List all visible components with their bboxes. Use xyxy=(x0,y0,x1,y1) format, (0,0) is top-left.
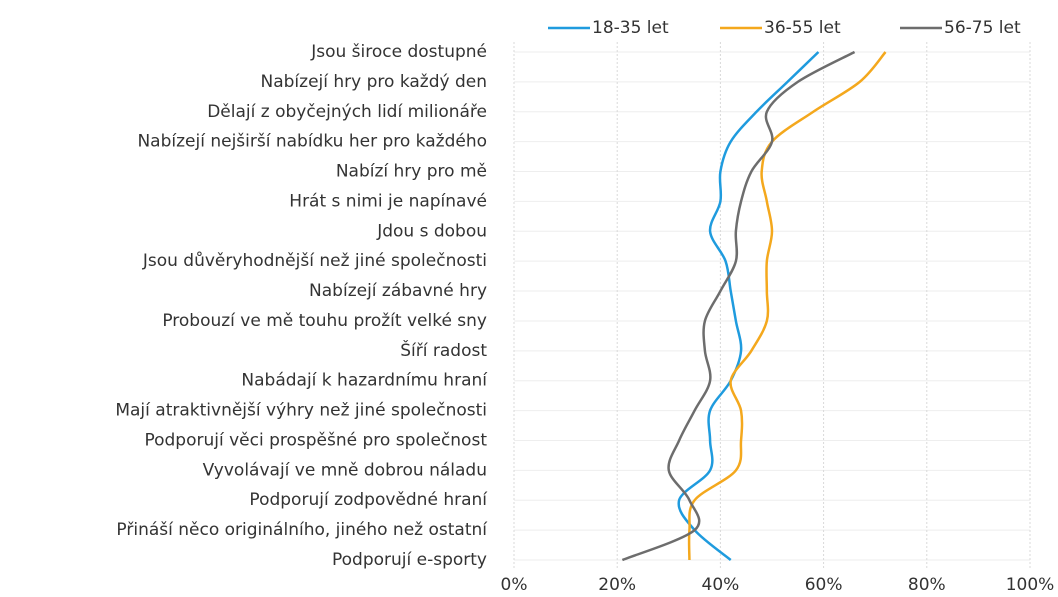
y-tick-label: Jdou s dobou xyxy=(376,221,487,241)
x-tick-label: 20% xyxy=(598,575,636,595)
series-line xyxy=(677,51,820,561)
x-tick-label: 80% xyxy=(908,575,946,595)
x-tick-label: 60% xyxy=(805,575,843,595)
y-tick-label: Jsou široce dostupné xyxy=(310,42,487,62)
x-tick-label: 0% xyxy=(501,575,528,595)
y-tick-label: Mají atraktivnější výhry než jiné společ… xyxy=(115,401,487,421)
y-tick-label: Přináší něco originálního, jiného než os… xyxy=(116,520,488,540)
legend-label: 56-75 let xyxy=(944,18,1021,38)
y-tick-label: Dělají z obyčejných lidí milionáře xyxy=(207,102,487,122)
y-tick-label: Nabádají k hazardnímu hraní xyxy=(241,371,488,391)
y-tick-label: Probouzí ve mě touhu prožít velké sny xyxy=(162,311,487,331)
y-tick-label: Nabízejí zábavné hry xyxy=(309,281,487,301)
y-tick-label: Nabízejí nejširší nabídku her pro každéh… xyxy=(137,132,487,152)
y-tick-label: Podporují e-sporty xyxy=(332,550,487,570)
legend-label: 18-35 let xyxy=(592,18,669,38)
x-tick-label: 40% xyxy=(702,575,740,595)
y-tick-label: Podporují věci prospěšné pro společnost xyxy=(144,430,487,450)
x-tick-label: 100% xyxy=(1006,575,1055,595)
series-line xyxy=(621,50,856,562)
legend-label: 36-55 let xyxy=(764,18,841,38)
y-tick-label: Podporují zodpovědné hraní xyxy=(249,490,488,510)
series-line xyxy=(687,51,887,561)
y-tick-label: Vyvolávají ve mně dobrou náladu xyxy=(203,460,487,480)
y-tick-label: Jsou důvěryhodnější než jiné společnosti xyxy=(142,251,487,271)
y-tick-label: Hrát s nimi je napínavé xyxy=(289,191,487,211)
y-tick-label: Nabízí hry pro mě xyxy=(336,162,487,182)
y-tick-label: Šíří radost xyxy=(400,339,487,361)
y-tick-label: Nabízejí hry pro každý den xyxy=(261,72,488,92)
